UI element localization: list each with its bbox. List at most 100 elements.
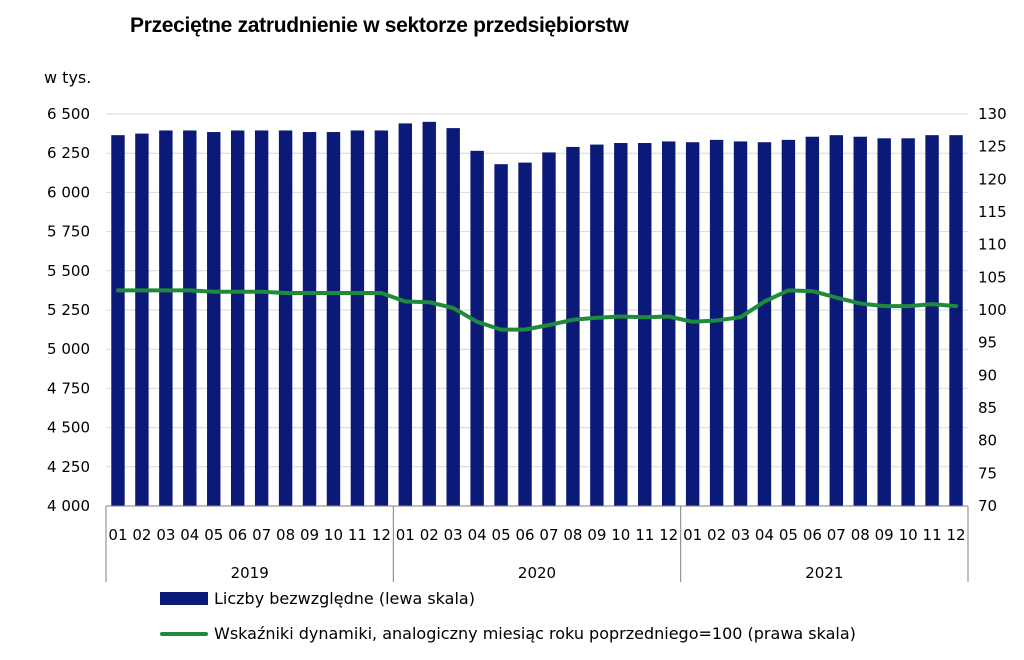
x-tick-label: 04	[755, 526, 774, 544]
x-tick-label: 01	[396, 526, 415, 544]
line-point	[907, 305, 909, 307]
x-tick-label: 02	[707, 526, 726, 544]
x-tick-label: 03	[156, 526, 175, 544]
x-tick-label: 10	[899, 526, 918, 544]
line-point	[165, 289, 167, 291]
line-point	[883, 305, 885, 307]
bar	[135, 133, 149, 506]
x-group-label: 2019	[231, 564, 269, 582]
x-tick-label: 07	[252, 526, 271, 544]
legend-swatch-bars	[160, 592, 208, 605]
x-tick-label: 04	[180, 526, 199, 544]
bar	[853, 136, 867, 506]
bar	[398, 123, 413, 507]
y-left-tick-label: 5 750	[47, 223, 90, 241]
bar	[494, 164, 508, 506]
bar	[733, 141, 748, 506]
bar	[350, 130, 365, 507]
line-point	[572, 319, 574, 321]
y-right-tick-label: 105	[978, 268, 1007, 286]
y-right-tick-label: 130	[978, 105, 1007, 123]
line-point	[548, 324, 550, 326]
x-tick-label: 10	[324, 526, 343, 544]
line-point	[931, 303, 933, 305]
y-right-tick-label: 95	[978, 334, 997, 352]
line-point	[380, 292, 382, 294]
line-point	[859, 302, 861, 304]
line-point	[476, 321, 478, 323]
line-point	[356, 292, 358, 294]
bar	[278, 130, 293, 507]
y-left-tick-label: 6 000	[47, 183, 90, 201]
x-tick-label: 11	[923, 526, 942, 544]
legend-swatch-line	[160, 631, 208, 636]
y-right-tick-label: 75	[978, 464, 997, 482]
bar	[254, 130, 269, 507]
y-left-tick-label: 5 250	[47, 301, 90, 319]
legend-label-bars: Liczby bezwzględne (lewa skala)	[214, 589, 475, 608]
bar	[470, 150, 484, 506]
line-point	[644, 316, 646, 318]
bar	[661, 141, 676, 506]
x-tick-label: 07	[539, 526, 558, 544]
bar	[159, 130, 173, 507]
x-tick-label: 09	[587, 526, 606, 544]
y-right-tick-label: 80	[978, 432, 997, 450]
x-tick-label: 06	[515, 526, 534, 544]
y-right-tick-label: 125	[978, 138, 1007, 156]
bar	[446, 128, 460, 506]
bar	[757, 142, 772, 506]
line-point	[452, 307, 454, 309]
line-point	[740, 316, 742, 318]
bar	[566, 146, 580, 507]
x-tick-label: 05	[779, 526, 798, 544]
line-point	[620, 316, 622, 318]
y-left-tick-label: 4 000	[47, 497, 90, 515]
bar	[422, 121, 436, 506]
legend-item-line: Wskaźniki dynamiki, analogiczny miesiąc …	[160, 624, 856, 643]
y-right-tick-label: 90	[978, 366, 997, 384]
y-left-tick-label: 4 750	[47, 379, 90, 397]
y-right-tick-label: 115	[978, 203, 1007, 221]
bar	[183, 130, 197, 507]
line-point	[524, 329, 526, 331]
x-tick-label: 12	[659, 526, 678, 544]
line-point	[835, 297, 837, 299]
x-tick-label: 05	[492, 526, 511, 544]
bar	[829, 135, 844, 506]
line-point	[692, 321, 694, 323]
y-left-tick-label: 6 500	[47, 105, 90, 123]
line-point	[787, 289, 789, 291]
x-tick-label: 03	[731, 526, 750, 544]
x-tick-label: 03	[444, 526, 463, 544]
bar	[374, 130, 389, 507]
bar	[590, 144, 604, 507]
line-point	[811, 290, 813, 292]
chart-title: Przeciętne zatrudnienie w sektorze przed…	[130, 14, 629, 37]
bar	[542, 152, 556, 506]
x-tick-label: 08	[851, 526, 870, 544]
x-group-label: 2021	[805, 564, 843, 582]
bar	[207, 132, 221, 507]
y-right-tick-label: 85	[978, 399, 997, 417]
x-tick-label: 05	[204, 526, 223, 544]
line-point	[237, 291, 239, 293]
x-tick-label: 02	[420, 526, 439, 544]
line-series	[116, 288, 958, 332]
line-point	[955, 305, 957, 307]
x-tick-label: 08	[563, 526, 582, 544]
line-point	[261, 291, 263, 293]
bar	[230, 130, 245, 507]
line-point	[428, 301, 430, 303]
y-left-tick-label: 5 500	[47, 262, 90, 280]
x-tick-label: 06	[228, 526, 247, 544]
x-tick-label: 01	[108, 526, 127, 544]
x-tick-label: 07	[827, 526, 846, 544]
x-tick-label: 10	[611, 526, 630, 544]
line-point	[668, 316, 670, 318]
line-point	[404, 301, 406, 303]
y-left-tick-label: 6 250	[47, 144, 90, 162]
y-right-tick-label: 70	[978, 497, 997, 515]
bar	[518, 162, 532, 506]
bar	[781, 139, 796, 506]
